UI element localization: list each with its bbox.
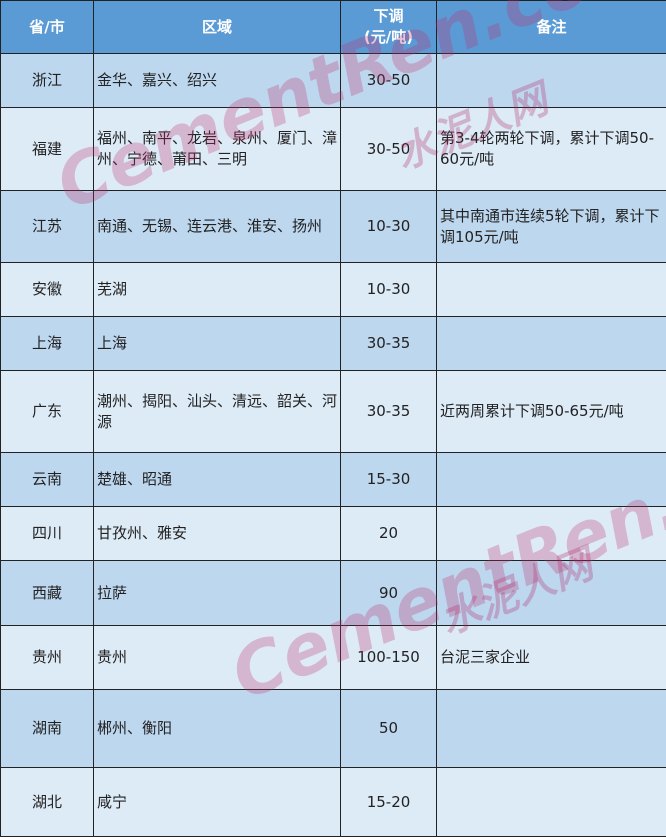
table-row: 云南 楚雄、昭通 15-30 bbox=[0, 452, 666, 507]
cell-drop: 30-35 bbox=[340, 370, 437, 453]
cell-province: 西藏 bbox=[0, 560, 94, 626]
table-row: 上海 上海 30-35 bbox=[0, 316, 666, 371]
cell-note bbox=[436, 452, 666, 507]
cell-note: 其中南通市连续5轮下调，累计下调105元/吨 bbox=[436, 190, 666, 263]
cell-note bbox=[436, 689, 666, 768]
cell-province: 广东 bbox=[0, 370, 94, 453]
cell-note bbox=[436, 767, 666, 837]
cell-note: 台泥三家企业 bbox=[436, 625, 666, 690]
cell-region: 芜湖 bbox=[93, 262, 341, 317]
cell-province: 贵州 bbox=[0, 625, 94, 690]
table-row: 安徽 芜湖 10-30 bbox=[0, 262, 666, 317]
cell-province: 湖北 bbox=[0, 767, 94, 837]
cell-drop: 10-30 bbox=[340, 190, 437, 263]
cell-note: 近两周累计下调50-65元/吨 bbox=[436, 370, 666, 453]
cell-drop: 15-20 bbox=[340, 767, 437, 837]
cell-region: 甘孜州、雅安 bbox=[93, 506, 341, 561]
cell-region: 贵州 bbox=[93, 625, 341, 690]
cell-drop: 30-35 bbox=[340, 316, 437, 371]
table-row: 湖南 郴州、衡阳 50 bbox=[0, 689, 666, 768]
header-note: 备注 bbox=[436, 0, 666, 54]
cell-region: 拉萨 bbox=[93, 560, 341, 626]
cell-note bbox=[436, 53, 666, 108]
cell-drop: 90 bbox=[340, 560, 437, 626]
cell-region: 楚雄、昭通 bbox=[93, 452, 341, 507]
cell-province: 浙江 bbox=[0, 53, 94, 108]
header-drop-line2: (元/吨) bbox=[363, 28, 414, 46]
cell-drop: 30-50 bbox=[340, 107, 437, 191]
table-row: 广东 潮州、揭阳、汕头、清远、韶关、河源 30-35 近两周累计下调50-65元/吨 bbox=[0, 370, 666, 453]
cell-note: 第3-4轮两轮下调，累计下调50-60元/吨 bbox=[436, 107, 666, 191]
cell-region: 郴州、衡阳 bbox=[93, 689, 341, 768]
cell-province: 四川 bbox=[0, 506, 94, 561]
header-region: 区域 bbox=[93, 0, 341, 54]
header-province: 省/市 bbox=[0, 0, 94, 54]
cell-drop: 50 bbox=[340, 689, 437, 768]
table-row: 贵州 贵州 100-150 台泥三家企业 bbox=[0, 625, 666, 690]
cell-region: 福州、南平、龙岩、泉州、厦门、漳州、宁德、莆田、三明 bbox=[93, 107, 341, 191]
table-row: 浙江 金华、嘉兴、绍兴 30-50 bbox=[0, 53, 666, 108]
cell-region: 咸宁 bbox=[93, 767, 341, 837]
cell-province: 湖南 bbox=[0, 689, 94, 768]
header-drop: 下调 (元/吨) bbox=[340, 0, 437, 54]
table-header: 省/市 区域 下调 (元/吨) 备注 bbox=[0, 0, 666, 54]
cell-region: 上海 bbox=[93, 316, 341, 371]
table-row: 四川 甘孜州、雅安 20 bbox=[0, 506, 666, 561]
cell-drop: 30-50 bbox=[340, 53, 437, 108]
header-drop-line1: 下调 bbox=[373, 7, 404, 25]
cell-province: 上海 bbox=[0, 316, 94, 371]
cell-drop: 15-30 bbox=[340, 452, 437, 507]
cell-note bbox=[436, 506, 666, 561]
cell-province: 福建 bbox=[0, 107, 94, 191]
cell-province: 云南 bbox=[0, 452, 94, 507]
cell-region: 金华、嘉兴、绍兴 bbox=[93, 53, 341, 108]
cell-note bbox=[436, 560, 666, 626]
cell-drop: 20 bbox=[340, 506, 437, 561]
cell-province: 江苏 bbox=[0, 190, 94, 263]
cell-note bbox=[436, 262, 666, 317]
cell-drop: 10-30 bbox=[340, 262, 437, 317]
cell-region: 潮州、揭阳、汕头、清远、韶关、河源 bbox=[93, 370, 341, 453]
table-row: 福建 福州、南平、龙岩、泉州、厦门、漳州、宁德、莆田、三明 30-50 第3-4轮两轮… bbox=[0, 107, 666, 191]
table-row: 江苏 南通、无锡、连云港、淮安、扬州 10-30 其中南通市连续5轮下调，累计下调10… bbox=[0, 190, 666, 263]
table-row: 湖北 咸宁 15-20 bbox=[0, 767, 666, 837]
table-row: 西藏 拉萨 90 bbox=[0, 560, 666, 626]
cell-region: 南通、无锡、连云港、淮安、扬州 bbox=[93, 190, 341, 263]
cell-province: 安徽 bbox=[0, 262, 94, 317]
cell-drop: 100-150 bbox=[340, 625, 437, 690]
cell-note bbox=[436, 316, 666, 371]
